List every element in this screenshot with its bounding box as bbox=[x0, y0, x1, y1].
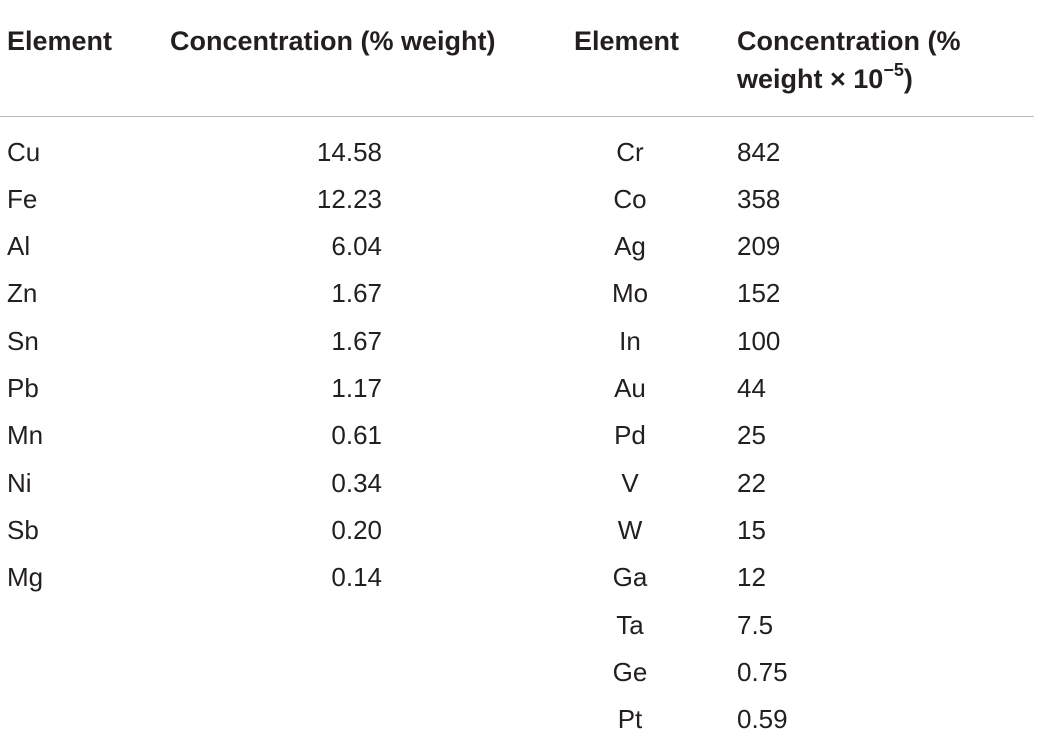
cell-concentration-right: 209 bbox=[737, 231, 781, 261]
cell-element-right: V bbox=[621, 468, 639, 498]
header-concentration-left: Concentration (% weight) bbox=[170, 26, 496, 56]
cell-element-left: Zn bbox=[7, 278, 38, 308]
table-row: Cu 14.58 Cr 842 bbox=[0, 129, 1040, 176]
cell-element-right: Pt bbox=[617, 704, 643, 734]
cell-element-right: Au bbox=[614, 373, 646, 403]
cell-element-right: Cr bbox=[616, 137, 644, 167]
cell-concentration-left: 0.61 bbox=[331, 420, 382, 450]
cell-element-left: Cu bbox=[7, 137, 41, 167]
cell-element-left: Fe bbox=[7, 184, 38, 214]
header-element-right: Element bbox=[574, 26, 680, 56]
cell-concentration-left: 12.23 bbox=[316, 184, 382, 214]
cell-element-left: Mg bbox=[7, 562, 44, 592]
cell-concentration-right: 358 bbox=[737, 184, 781, 214]
table-row: Zn 1.67 Mo 152 bbox=[0, 270, 1040, 317]
cell-concentration-left: 14.58 bbox=[316, 137, 382, 167]
cell-element-left: Ni bbox=[7, 468, 32, 498]
header-concentration-right: Concentration (% weight × 10−5) bbox=[737, 22, 1027, 98]
cell-element-right: Ga bbox=[612, 562, 648, 592]
table-row: Fe 12.23 Co 358 bbox=[0, 176, 1040, 223]
cell-concentration-right: 12 bbox=[737, 562, 766, 592]
table-row: Sn 1.67 In 100 bbox=[0, 318, 1040, 365]
cell-concentration-left: 0.20 bbox=[331, 515, 382, 545]
cell-element-right: Ge bbox=[612, 657, 648, 687]
cell-element-right: Mo bbox=[611, 278, 649, 308]
header-concentration-right-main: Concentration (% weight × 10 bbox=[737, 26, 961, 94]
table-row: Mg 0.14 Ga 12 bbox=[0, 554, 1040, 601]
table-row: Ta 7.5 bbox=[0, 602, 1040, 649]
table-row: Sb 0.20 W 15 bbox=[0, 507, 1040, 554]
cell-element-left: Sb bbox=[7, 515, 39, 545]
cell-concentration-right: 100 bbox=[737, 326, 781, 356]
cell-element-right: Ag bbox=[614, 231, 646, 261]
cell-element-left: Mn bbox=[7, 420, 44, 450]
cell-element-right: Co bbox=[613, 184, 647, 214]
cell-concentration-right: 15 bbox=[737, 515, 766, 545]
cell-element-left: Sn bbox=[7, 326, 39, 356]
cell-element-right: In bbox=[619, 326, 641, 356]
cell-concentration-right: 7.5 bbox=[737, 610, 774, 640]
cell-concentration-right: 152 bbox=[737, 278, 781, 308]
cell-concentration-left: 0.34 bbox=[331, 468, 382, 498]
cell-concentration-left: 1.17 bbox=[331, 373, 382, 403]
table-row: Pb 1.17 Au 44 bbox=[0, 365, 1040, 412]
cell-concentration-left: 1.67 bbox=[331, 278, 382, 308]
table-header: Element Concentration (% weight) Element… bbox=[0, 0, 1034, 117]
cell-element-right: W bbox=[617, 515, 643, 545]
table-row: Ni 0.34 V 22 bbox=[0, 460, 1040, 507]
cell-element-left: Al bbox=[7, 231, 31, 261]
cell-element-right: Ta bbox=[616, 610, 644, 640]
cell-concentration-right: 0.75 bbox=[737, 657, 788, 687]
table-row: Ge 0.75 bbox=[0, 649, 1040, 696]
cell-concentration-right: 25 bbox=[737, 420, 766, 450]
cell-concentration-right: 22 bbox=[737, 468, 766, 498]
cell-concentration-right: 44 bbox=[737, 373, 766, 403]
cell-concentration-left: 0.14 bbox=[331, 562, 382, 592]
table-row: Al 6.04 Ag 209 bbox=[0, 223, 1040, 270]
cell-element-right: Pd bbox=[614, 420, 646, 450]
header-concentration-right-exponent: −5 bbox=[883, 60, 904, 80]
table-row: Pt 0.59 bbox=[0, 696, 1040, 743]
header-concentration-right-end: ) bbox=[903, 64, 913, 94]
cell-concentration-right: 842 bbox=[737, 137, 781, 167]
cell-concentration-left: 6.04 bbox=[331, 231, 382, 261]
cell-element-left: Pb bbox=[7, 373, 39, 403]
cell-concentration-right: 0.59 bbox=[737, 704, 788, 734]
table-row: Mn 0.61 Pd 25 bbox=[0, 412, 1040, 459]
header-element-left: Element bbox=[7, 26, 113, 56]
cell-concentration-left: 1.67 bbox=[331, 326, 382, 356]
